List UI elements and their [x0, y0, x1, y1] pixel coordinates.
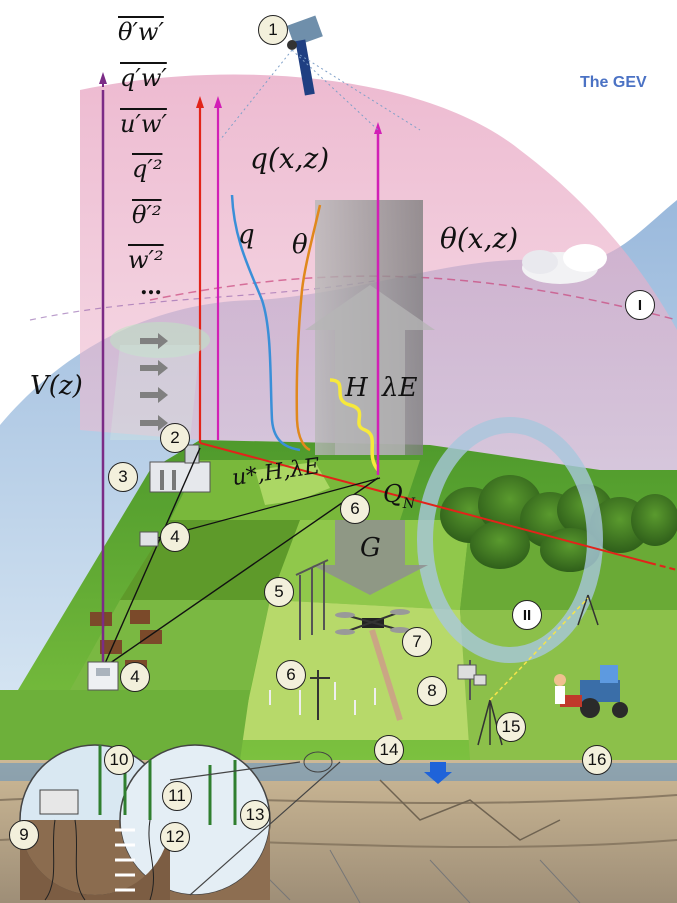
- marker-8-weather: 8: [417, 676, 447, 706]
- label-q-variance: q′²: [132, 155, 163, 183]
- sensor-box-icon: [87, 661, 119, 691]
- forest: [440, 475, 677, 572]
- label-q-field: q(x,z): [250, 142, 330, 175]
- upward-flux-arrow: [305, 285, 435, 455]
- marker-4-station: 4: [160, 522, 190, 552]
- theta-profile-curve: [295, 204, 322, 452]
- scintillometer-frame: [295, 559, 329, 640]
- label-theta-variance: θ′²: [132, 201, 162, 229]
- label-theta-w-covariance: θ′w′: [118, 18, 164, 46]
- eddy-tower-icon: [310, 670, 330, 720]
- label-theta-profile: θ: [292, 230, 308, 260]
- label-q-w-covariance: q′w′: [120, 64, 167, 92]
- label-latent-heat: λE: [382, 373, 418, 403]
- marker-2-lab: 2: [160, 423, 190, 453]
- circulation-ring: [417, 417, 603, 663]
- label-sensible-heat: H: [345, 373, 368, 403]
- marker-1-satellite: 1: [258, 15, 288, 45]
- label-ground-heat: G: [360, 533, 381, 563]
- satellite-icon: [287, 15, 323, 96]
- figure-title: The GEV: [580, 74, 647, 91]
- marker-14: 14: [374, 735, 404, 765]
- drone-icon: [335, 609, 410, 635]
- label-net-radiation: QN: [383, 480, 415, 512]
- weather-station-icon: [457, 660, 487, 700]
- ground-heat-arrow: [312, 520, 428, 595]
- label-ellipsis: …: [140, 274, 162, 300]
- marker-6-footprint: 6: [340, 494, 370, 524]
- small-station-icon: [139, 531, 159, 547]
- marker-5-scintillometer: 5: [264, 577, 294, 607]
- marker-6-tower: 6: [276, 660, 306, 690]
- marker-16-tractor: 16: [582, 745, 612, 775]
- marker-13: 13: [240, 800, 270, 830]
- cloud-icon: [522, 244, 607, 284]
- marker-roman-ii: II: [512, 600, 542, 630]
- label-theta-field: θ(x,z): [440, 222, 519, 255]
- label-w-variance: w′²: [128, 246, 164, 274]
- label-wind-profile: V(z): [30, 371, 83, 401]
- soil-sensors: [115, 828, 135, 892]
- marker-roman-i: I: [625, 290, 655, 320]
- marker-4-box: 4: [120, 662, 150, 692]
- tractor-icon: [554, 665, 628, 718]
- marker-10: 10: [104, 745, 134, 775]
- wind-arrows: [140, 333, 168, 431]
- label-u-w-covariance: u′w′: [120, 110, 167, 138]
- red-transect-line: [199, 442, 651, 564]
- q-profile-curve: [230, 194, 301, 452]
- groundwater-arrow: [424, 762, 452, 784]
- radiation-ray: [329, 378, 380, 472]
- marker-12: 12: [160, 822, 190, 852]
- marker-11: 11: [162, 781, 192, 811]
- sensor-poles: [269, 682, 376, 715]
- label-q-profile: q: [238, 220, 255, 250]
- marker-7-drone: 7: [402, 627, 432, 657]
- marker-3: 3: [108, 462, 138, 492]
- marker-9: 9: [9, 820, 39, 850]
- marker-15-tripod: 15: [496, 712, 526, 742]
